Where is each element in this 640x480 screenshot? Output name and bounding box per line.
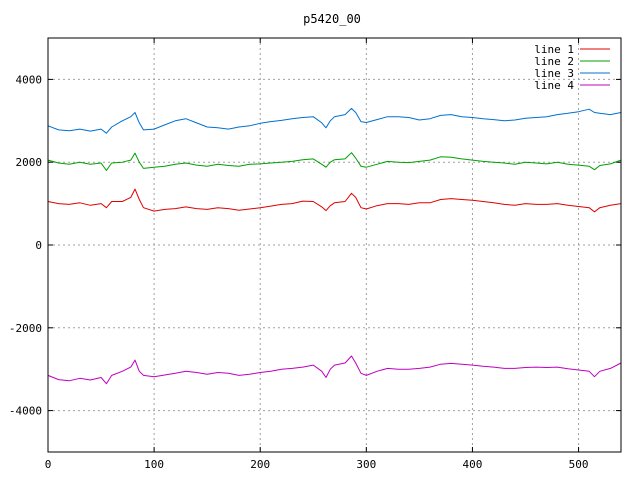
legend-label-1: line 1 (534, 43, 574, 56)
series-lines (47, 107, 622, 385)
axis-ticks: 0 100 200 300 400 500 -4000 -2000 0 2000 4000 (9, 38, 621, 471)
x-tick-label: 200 (250, 458, 270, 471)
y-tick-label: -4000 (9, 405, 42, 418)
legend-label-2: line 2 (534, 55, 574, 68)
legend-label-4: line 4 (534, 79, 574, 92)
series-line-1 (47, 188, 622, 213)
series-line-4 (47, 355, 622, 385)
y-tick-label: 2000 (16, 156, 43, 169)
series-line-2 (47, 152, 622, 171)
x-tick-label: 100 (144, 458, 164, 471)
y-tick-label: -2000 (9, 322, 42, 335)
y-tick-label: 4000 (16, 73, 43, 86)
x-tick-label: 400 (463, 458, 483, 471)
x-tick-label: 500 (569, 458, 589, 471)
x-tick-label: 0 (45, 458, 52, 471)
legend-label-3: line 3 (534, 67, 574, 80)
x-tick-label: 300 (356, 458, 376, 471)
grid-lines (48, 38, 621, 452)
plot-frame (47, 37, 622, 453)
y-tick-label: 0 (35, 239, 42, 252)
series-line-3 (47, 107, 622, 134)
chart-title: p5420_00 (303, 12, 361, 26)
